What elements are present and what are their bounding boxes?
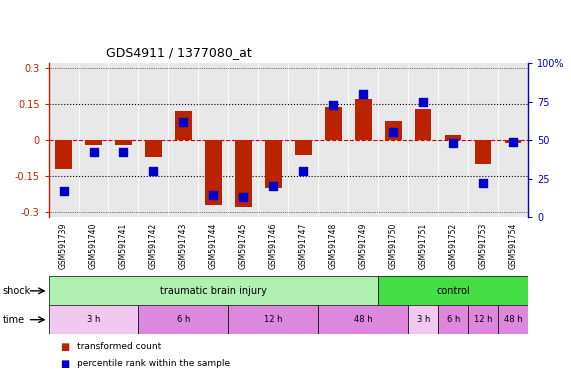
Text: GDS4911 / 1377080_at: GDS4911 / 1377080_at <box>106 46 251 60</box>
Point <box>478 180 488 186</box>
Text: GSM591741: GSM591741 <box>119 223 128 269</box>
Point <box>419 99 428 105</box>
Bar <box>325 106 341 140</box>
Bar <box>55 140 72 169</box>
Text: GSM591742: GSM591742 <box>149 223 158 269</box>
Bar <box>115 140 132 145</box>
Bar <box>205 140 222 205</box>
Point <box>359 91 368 97</box>
Point <box>329 102 338 108</box>
Bar <box>355 99 372 140</box>
Bar <box>385 121 401 140</box>
Text: GSM591746: GSM591746 <box>269 223 278 269</box>
Bar <box>49 276 379 305</box>
Point <box>269 183 278 189</box>
Text: GSM591748: GSM591748 <box>329 223 338 269</box>
Point <box>119 149 128 156</box>
Text: control: control <box>436 286 470 296</box>
Point <box>239 194 248 200</box>
Text: GSM591752: GSM591752 <box>449 223 458 269</box>
Text: GSM591749: GSM591749 <box>359 223 368 269</box>
Text: ■: ■ <box>60 359 69 369</box>
Point <box>179 119 188 125</box>
Text: ■: ■ <box>60 342 69 352</box>
Bar <box>175 111 192 140</box>
Text: 6 h: 6 h <box>447 315 460 324</box>
Bar <box>415 109 432 140</box>
Point <box>389 129 398 136</box>
Text: 6 h: 6 h <box>177 315 190 324</box>
Text: 48 h: 48 h <box>504 315 522 324</box>
Text: 12 h: 12 h <box>474 315 492 324</box>
Bar <box>319 305 408 334</box>
Bar <box>49 305 138 334</box>
Bar <box>379 276 528 305</box>
Text: shock: shock <box>3 286 31 296</box>
Bar <box>228 305 319 334</box>
Text: GSM591754: GSM591754 <box>509 223 518 269</box>
Point <box>509 139 518 145</box>
Text: GSM591739: GSM591739 <box>59 223 68 269</box>
Text: GSM591753: GSM591753 <box>478 223 488 269</box>
Bar <box>235 140 252 207</box>
Text: GSM591743: GSM591743 <box>179 223 188 269</box>
Point <box>89 149 98 156</box>
Bar <box>468 305 498 334</box>
Bar <box>505 140 521 142</box>
Text: GSM591740: GSM591740 <box>89 223 98 269</box>
Bar <box>498 305 528 334</box>
Bar <box>475 140 492 164</box>
Point <box>449 140 458 146</box>
Bar <box>408 305 439 334</box>
Text: 48 h: 48 h <box>354 315 373 324</box>
Text: 12 h: 12 h <box>264 315 283 324</box>
Point <box>149 168 158 174</box>
Bar <box>439 305 468 334</box>
Text: time: time <box>3 314 25 325</box>
Text: traumatic brain injury: traumatic brain injury <box>160 286 267 296</box>
Point <box>299 168 308 174</box>
Text: 3 h: 3 h <box>417 315 430 324</box>
Bar <box>85 140 102 145</box>
Bar <box>145 140 162 157</box>
Text: GSM591744: GSM591744 <box>209 223 218 269</box>
Text: percentile rank within the sample: percentile rank within the sample <box>77 359 230 368</box>
Text: GSM591747: GSM591747 <box>299 223 308 269</box>
Text: GSM591751: GSM591751 <box>419 223 428 269</box>
Bar <box>445 135 461 140</box>
Text: GSM591750: GSM591750 <box>389 223 398 269</box>
Text: GSM591745: GSM591745 <box>239 223 248 269</box>
Bar <box>138 305 228 334</box>
Bar <box>265 140 282 188</box>
Point <box>209 192 218 199</box>
Point <box>59 188 68 194</box>
Text: 3 h: 3 h <box>87 315 100 324</box>
Text: transformed count: transformed count <box>77 342 162 351</box>
Bar <box>295 140 312 154</box>
